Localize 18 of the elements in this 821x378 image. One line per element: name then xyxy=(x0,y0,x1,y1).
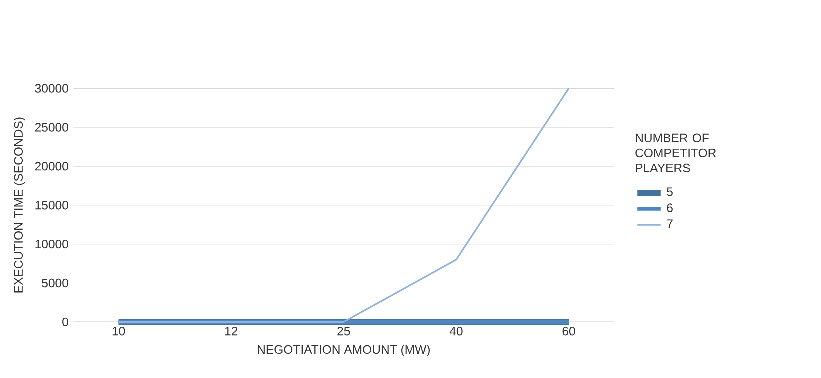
x-tick-label: 40 xyxy=(450,326,463,336)
legend-label: 5 xyxy=(667,188,673,196)
x-axis-title: NEGOTIATION AMOUNT (MW) xyxy=(258,344,430,356)
y-tick-label: 0 xyxy=(62,318,68,326)
y-tick-label: 30000 xyxy=(35,84,68,93)
x-tick-label: 12 xyxy=(225,326,238,336)
y-tick-label: 25000 xyxy=(35,122,68,132)
legend-title: NUMBER OF COMPETITOR PLAYERS xyxy=(636,134,716,172)
x-tick-label: 60 xyxy=(562,326,576,336)
y-tick-label: 10000 xyxy=(36,240,68,248)
x-tick-label: 10 xyxy=(112,326,126,336)
legend-label: 7 xyxy=(667,220,673,228)
y-axis-title: EXECUTION TIME (SECONDS) xyxy=(14,118,26,292)
y-tick-label: 15000 xyxy=(36,200,68,210)
x-tick-label: 25 xyxy=(338,326,350,336)
y-tick-label: 20000 xyxy=(35,162,68,171)
y-tick-label: 5000 xyxy=(42,278,68,288)
legend-label: 6 xyxy=(667,203,673,212)
